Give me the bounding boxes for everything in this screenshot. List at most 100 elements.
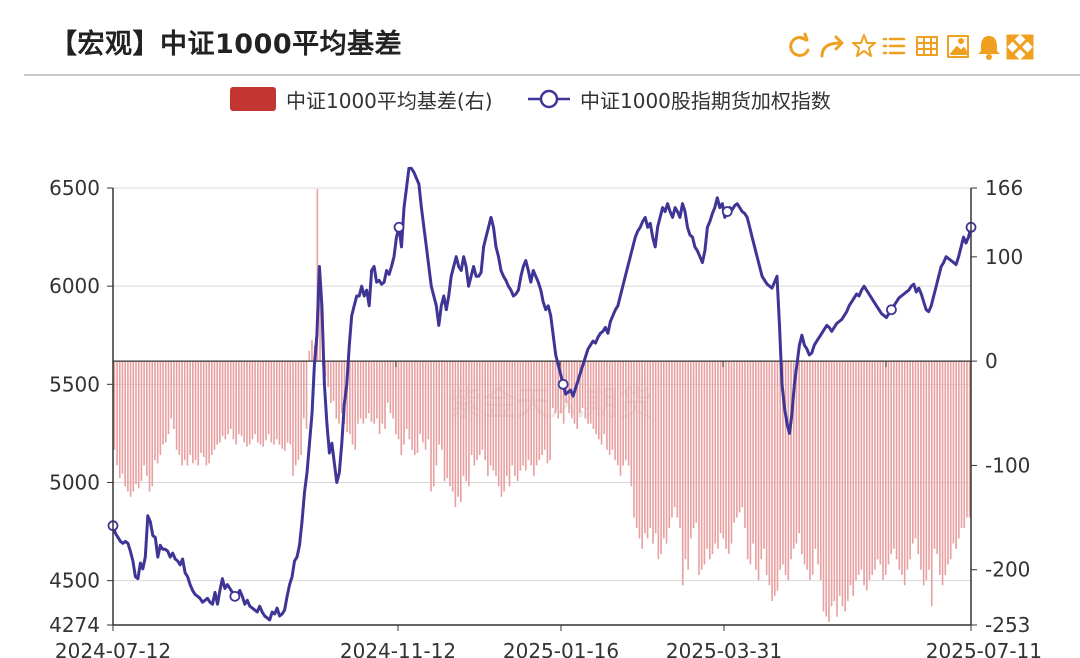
bar — [811, 361, 814, 575]
bar — [738, 361, 741, 513]
list-icon[interactable] — [882, 37, 906, 55]
bar — [422, 361, 424, 443]
bar — [151, 361, 154, 487]
bar — [508, 361, 511, 487]
bar — [546, 361, 549, 464]
x-tick-label: 2025-07-11 — [926, 639, 1042, 658]
bar — [947, 361, 949, 565]
bar — [354, 361, 357, 450]
bar — [533, 361, 535, 476]
bar — [495, 361, 497, 476]
bar — [514, 361, 516, 476]
bar — [416, 361, 419, 453]
bar — [118, 361, 121, 478]
bar — [579, 361, 581, 414]
bar — [955, 361, 957, 549]
bar — [324, 361, 327, 377]
bar — [522, 361, 524, 466]
bar — [278, 361, 281, 445]
bar — [630, 361, 633, 487]
bar — [633, 361, 635, 518]
fullscreen-icon[interactable] — [1006, 34, 1034, 60]
bar — [381, 361, 384, 424]
bar — [603, 361, 606, 435]
bar — [822, 361, 825, 612]
bar — [303, 361, 305, 419]
line-marker — [721, 206, 733, 217]
bar — [703, 361, 706, 565]
y-right-tick-label: -200 — [985, 558, 1030, 582]
chart-header: 【宏观】中证1000平均基差 — [0, 0, 1080, 76]
toolbar-icons — [789, 32, 1034, 60]
bar — [273, 361, 275, 445]
bar — [476, 361, 478, 461]
bar — [876, 361, 879, 560]
bar — [143, 361, 145, 466]
bar — [411, 361, 413, 450]
bar — [262, 361, 265, 447]
bar — [554, 361, 557, 414]
bar — [294, 361, 297, 466]
bar — [930, 361, 933, 607]
bar — [484, 361, 486, 461]
bar — [468, 361, 470, 487]
legend-item-basis[interactable]: 中证1000平均基差(右) — [230, 84, 493, 114]
bar — [373, 361, 376, 424]
bar — [256, 361, 259, 443]
bar — [755, 361, 757, 570]
legend: 中证1000平均基差(右) 中证1000股指期货加权指数 — [0, 84, 1080, 116]
bar — [438, 361, 440, 445]
table-icon[interactable] — [916, 36, 938, 56]
bar — [275, 361, 278, 440]
bar — [449, 361, 451, 487]
bar — [690, 361, 692, 539]
bar — [733, 361, 735, 523]
bar — [606, 361, 608, 450]
bar — [730, 361, 733, 544]
bar — [248, 361, 251, 445]
bell-icon[interactable] — [978, 36, 1000, 60]
bar — [121, 361, 124, 474]
bar — [527, 361, 530, 461]
bar — [308, 350, 311, 362]
bar — [435, 361, 438, 466]
bar — [292, 361, 294, 476]
bar — [124, 361, 126, 487]
bar — [186, 361, 189, 466]
bar — [806, 361, 809, 570]
legend-bar-swatch — [230, 87, 276, 111]
bar — [524, 361, 527, 471]
bar — [616, 361, 619, 466]
line-marker — [886, 304, 897, 316]
bar — [671, 361, 673, 518]
y-left-tick-label: 4274 — [49, 613, 100, 637]
bar — [286, 361, 289, 443]
bar — [181, 361, 183, 466]
bar — [611, 361, 614, 450]
bar — [779, 361, 781, 570]
bar — [817, 361, 819, 565]
bar — [389, 361, 392, 414]
bar — [127, 361, 129, 492]
bar — [668, 361, 671, 529]
bar — [684, 361, 687, 560]
legend-item-index[interactable]: 中证1000股指期货加权指数 — [526, 84, 831, 114]
bar — [162, 361, 164, 445]
bar — [443, 361, 446, 482]
bar — [457, 361, 459, 497]
bar — [175, 361, 178, 450]
bar — [589, 361, 592, 424]
bar — [159, 361, 162, 455]
bar — [744, 361, 746, 529]
refresh-icon[interactable] — [789, 32, 810, 57]
star-icon[interactable] — [852, 34, 876, 57]
bar — [576, 361, 578, 429]
bar — [503, 361, 505, 492]
bar — [801, 361, 803, 555]
bar — [408, 361, 411, 440]
bar — [367, 361, 370, 414]
bar — [189, 361, 191, 455]
y-left-tick-label: 4500 — [49, 569, 100, 593]
image-icon[interactable] — [947, 35, 969, 58]
share-icon[interactable] — [820, 35, 844, 58]
